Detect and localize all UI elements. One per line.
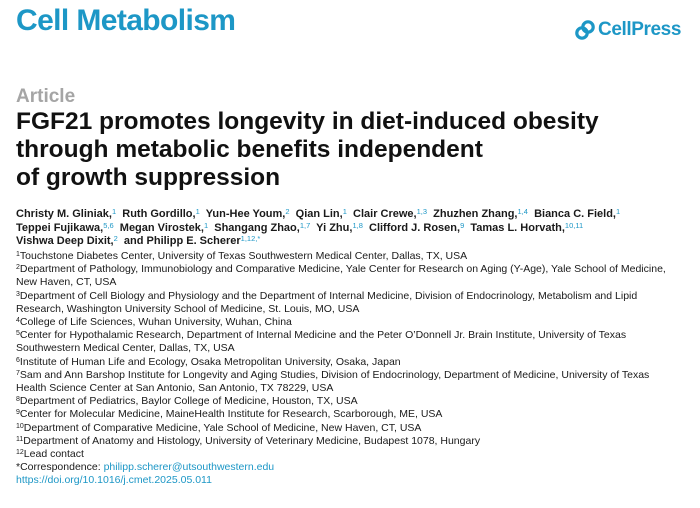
- affiliation: 7Sam and Ann Barshop Institute for Longe…: [16, 368, 650, 381]
- title-line: through metabolic benefits independent: [16, 136, 483, 163]
- affiliation: New Haven, CT, USA: [16, 276, 117, 289]
- affiliation: 5Center for Hypothalamic Research, Depar…: [16, 329, 627, 342]
- affiliation: 6Institute of Human Life and Ecology, Os…: [16, 355, 401, 368]
- author[interactable]: Tamas L. Horvath,10,11: [470, 220, 584, 234]
- affiliation: 1Touchstone Diabetes Center, University …: [16, 250, 468, 262]
- title-line: of growth suppression: [16, 164, 281, 191]
- affiliation: 12Lead contact: [16, 448, 84, 461]
- journal-title: Cell Metabolism: [16, 4, 236, 37]
- author-line: Vishwa Deep Dixit,2 and Philipp E. Scher…: [16, 235, 696, 249]
- affiliation: Southwestern Medical Center, Dallas, TX,…: [16, 342, 235, 355]
- affiliation: 10Department of Comparative Medicine, Ya…: [16, 421, 422, 434]
- article-type: Article: [16, 86, 76, 107]
- affiliation: 8Department of Pediatrics, Baylor Colleg…: [16, 395, 358, 408]
- author-line: Christy M. Gliniak,1 Ruth Gordillo,1 Yun…: [16, 208, 696, 222]
- author[interactable]: Vishwa Deep Dixit,2: [16, 234, 118, 247]
- author[interactable]: Clifford J. Rosen,9: [369, 220, 465, 234]
- affiliation: 2Department of Pathology, Immunobiology …: [16, 263, 666, 276]
- article-title: FGF21 promotes longevity in diet-induced…: [16, 108, 696, 192]
- affiliation: 3Department of Cell Biology and Physiolo…: [16, 289, 638, 302]
- author[interactable]: Teppei Fujikawa,5,6: [16, 220, 114, 234]
- author[interactable]: Clair Crewe,1,3: [353, 207, 428, 220]
- affiliation: 4College of Life Sciences, Wuhan Univers…: [16, 316, 292, 329]
- author[interactable]: Yi Zhu,1,8: [316, 220, 363, 234]
- author[interactable]: Bianca C. Field,1: [534, 207, 621, 220]
- publisher-logo[interactable]: CellPress: [575, 19, 681, 41]
- author[interactable]: Zhuzhen Zhang,1,4: [433, 207, 528, 220]
- affiliation: Health Science Center at San Antonio, Sa…: [16, 382, 334, 395]
- author[interactable]: Qian Lin,1: [295, 207, 347, 220]
- correspondence-email-link[interactable]: philipp.scherer@utsouthwestern.edu: [103, 461, 275, 474]
- cellpress-logo-icon: [575, 20, 595, 40]
- affiliation: 9Center for Molecular Medicine, MaineHea…: [16, 408, 443, 421]
- author[interactable]: Megan Virostek,1: [119, 220, 209, 234]
- affiliation-list: 1Touchstone Diabetes Center, University …: [16, 250, 698, 488]
- publisher-name: CellPress: [598, 19, 682, 40]
- title-line: FGF21 promotes longevity in diet-induced…: [16, 108, 599, 135]
- author[interactable]: Christy M. Gliniak,1: [16, 207, 117, 220]
- author[interactable]: and Philipp E. Scherer1,12,*: [123, 234, 261, 247]
- affiliation: Research, Washington University School o…: [16, 302, 360, 315]
- correspondence-label: *Correspondence:: [16, 461, 104, 474]
- doi-link[interactable]: https://doi.org/10.1016/j.cmet.2025.05.0…: [16, 474, 212, 487]
- author-list: Christy M. Gliniak,1 Ruth Gordillo,1 Yun…: [16, 208, 696, 249]
- author[interactable]: Shangang Zhao,1,7: [214, 220, 311, 234]
- author[interactable]: Yun-Hee Youm,2: [205, 207, 290, 220]
- affiliation: 11Department of Anatomy and Histology, U…: [16, 434, 481, 447]
- author[interactable]: Ruth Gordillo,1: [122, 207, 200, 220]
- author-line: Teppei Fujikawa,5,6 Megan Virostek,1 Sha…: [16, 220, 696, 236]
- correspondence: *Correspondence: philipp.scherer@utsouth…: [16, 461, 698, 474]
